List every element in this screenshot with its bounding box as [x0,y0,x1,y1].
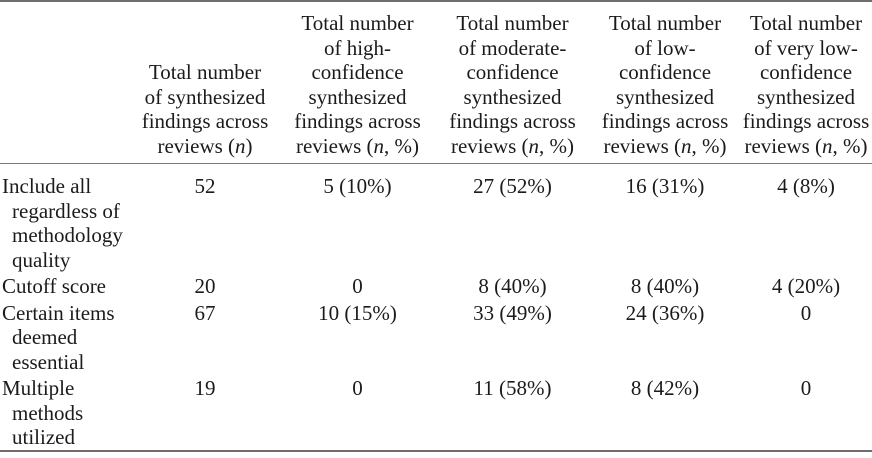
cell-cutoff-score-very-low-confidence: 4 (20%) [771,274,841,298]
cell-multiple-methods-moderate-confidence: 11 (58%) [473,376,552,400]
column-header-moderate-confidence: Total number of moderate-confidence synthe… [435,1,590,164]
column-header-total-synthesized: Total number of synthesized findings acros… [130,1,280,164]
cell-include-all-high-confidence: 5 (10%) [323,174,392,198]
cell-include-all-moderate-confidence: 27 (52%) [473,174,552,198]
cell-multiple-methods-low-confidence: 8 (42%) [630,376,700,400]
table-row-certain-items: Certain items deemed essential 67 10 (15%) 33… [0,299,872,375]
table-row-include-all: Include all regardless of methodology quali… [0,164,872,273]
row-label-cell-cutoff-score: Cutoff score [0,272,130,299]
cell-certain-items-moderate-confidence: 33 (49%) [473,300,552,325]
cell-include-all-low-confidence: 16 (31%) [625,174,705,198]
column-header-text: Total number of high-confidence synthesize… [294,11,421,158]
row-label-cell-include-all: Include all regardless of methodology quali… [0,164,130,273]
row-label-cell-certain-items: Certain items deemed essential [0,299,130,375]
row-label: Cutoff score [2,274,107,298]
cell-certain-items-total-synthesized: 67 [194,300,216,325]
column-header-high-confidence: Total number of high-confidence synthesize… [280,1,435,164]
column-header-text: Total number of very low-confidence synthe… [742,11,870,158]
row-label-cell-multiple-methods: Multiple methods utilized [0,374,130,451]
table-body: Include all regardless of methodology quali… [0,164,872,451]
row-label: Certain items deemed essential [2,300,115,374]
cell-cutoff-score-total-synthesized: 20 [194,274,216,298]
cell-include-all-total-synthesized: 52 [194,174,216,198]
cell-certain-items-very-low-confidence: 0 [800,300,812,325]
cell-cutoff-score-moderate-confidence: 8 (40%) [478,274,547,298]
cell-multiple-methods-high-confidence: 0 [352,376,363,400]
column-header-very-low-confidence: Total number of very low-confidence synthe… [740,1,872,164]
table-row-cutoff-score: Cutoff score 20 0 8 (40%) 8 (40%) 4 (20%) [0,272,872,299]
cell-include-all-very-low-confidence: 4 (8%) [777,174,835,198]
row-label: Include all regardless of methodology quali… [2,174,123,272]
cell-certain-items-low-confidence: 24 (36%) [625,300,705,325]
table-header: Total number of synthesized findings acros… [0,1,872,164]
cell-multiple-methods-very-low-confidence: 0 [800,376,812,400]
header-row: Total number of synthesized findings acros… [0,1,872,164]
cell-multiple-methods-total-synthesized: 19 [194,376,216,400]
column-header-text: Total number of moderate-confidence synthe… [449,11,576,158]
cell-cutoff-score-high-confidence: 0 [352,274,363,298]
cell-cutoff-score-low-confidence: 8 (40%) [630,274,700,298]
column-header-strategy [0,1,130,164]
column-header-low-confidence: Total number of low-confidence synthesized… [590,1,740,164]
table-row-multiple-methods: Multiple methods utilized 19 0 11 (58%) 8 (42%… [0,374,872,451]
column-header-text: Total number of low-confidence synthesized… [601,11,729,158]
row-label: Multiple methods utilized [2,376,84,449]
cell-certain-items-high-confidence: 10 (15%) [318,300,397,325]
column-header-text: Total number of synthesized findings acros… [141,60,269,158]
